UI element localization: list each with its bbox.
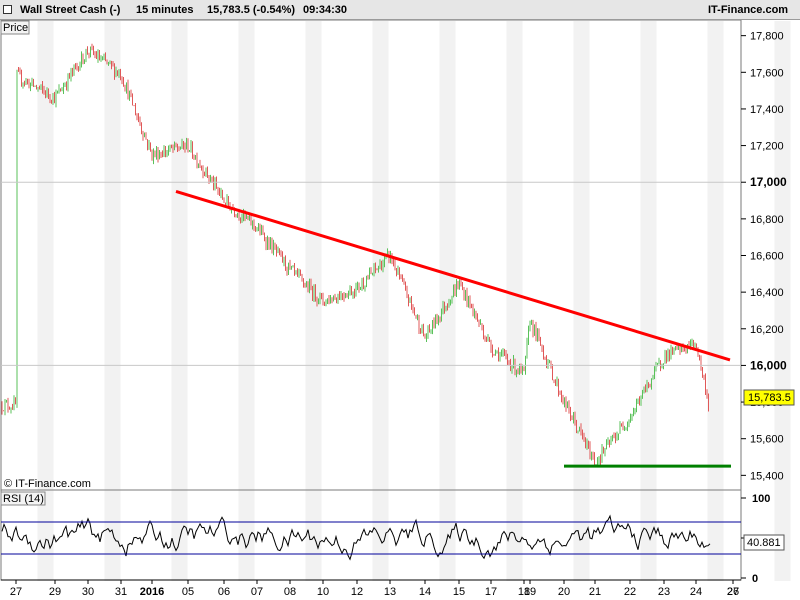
session-stripe: [171, 21, 188, 581]
ytick-label: 15,600: [750, 434, 784, 446]
rsi-panel-label: RSI (14): [3, 493, 44, 505]
ytick-label: 16,000: [750, 358, 787, 372]
ytick-label: 17,600: [750, 67, 784, 79]
session-stripe: [640, 21, 657, 581]
rsi-ytick-label: 100: [752, 493, 770, 505]
xtick-label: 14: [419, 586, 431, 598]
session-stripe: [573, 21, 590, 581]
xtick-label: 22: [624, 586, 636, 598]
xtick-label: 23: [658, 586, 670, 598]
session-stripe: [439, 21, 456, 581]
last-quote: 15,783.5 (-0.54%): [207, 4, 296, 16]
xtick-label: 31: [115, 586, 127, 598]
session-stripe: [506, 21, 523, 581]
ytick-label: 16,600: [750, 251, 784, 263]
xtick-label: 18: [518, 586, 530, 598]
xtick-label: 15: [453, 586, 465, 598]
session-stripe: [37, 21, 54, 581]
xtick-label: 30: [82, 586, 94, 598]
xtick-label: 20: [558, 586, 570, 598]
price-panel-label: Price: [3, 22, 28, 34]
rsi-value-label: 40.881: [747, 537, 781, 549]
rsi-value-tag: 40.881: [743, 534, 785, 551]
ytick-label: 17,400: [750, 104, 784, 116]
price-panel-tab[interactable]: [0, 20, 30, 35]
xtick-label: 2016: [140, 586, 164, 598]
chart-header: Wall Street Cash (-) 15 minutes 15,783.5…: [0, 0, 800, 20]
session-stripe: [372, 21, 389, 581]
rsi-ytick-label: 0: [752, 573, 758, 585]
rsi-panel-tab[interactable]: [0, 491, 46, 506]
last-price-tag: 15,783.5: [743, 389, 795, 406]
session-stripe: [104, 21, 121, 581]
xtick-label: 10: [317, 586, 329, 598]
ytick-label: 15,400: [750, 470, 784, 482]
rsi-line: [1, 514, 711, 561]
xtick-label: 06: [218, 586, 230, 598]
xtick-label: 07: [251, 586, 263, 598]
xtick-label: 24: [690, 586, 702, 598]
ytick-label: 17,200: [750, 141, 784, 153]
session-stripe: [238, 21, 255, 581]
ytick-label: 16,400: [750, 287, 784, 299]
ytick-label: 16,200: [750, 324, 784, 336]
quote-time: 09:34:30: [303, 4, 348, 16]
session-stripes: [37, 21, 791, 581]
trend-line[interactable]: [175, 189, 731, 362]
brand: IT-Finance.com: [708, 4, 789, 16]
xtick-label: 17: [485, 586, 497, 598]
xtick-label: 21: [589, 586, 601, 598]
xtick-label: 08: [284, 586, 296, 598]
instrument-name: Wall Street Cash (-): [20, 4, 121, 16]
session-stripe: [774, 21, 791, 581]
xtick-label: 13: [384, 586, 396, 598]
watermark: © IT-Finance.com: [4, 478, 91, 490]
xtick-label: 27: [727, 586, 739, 598]
last-price-label: 15,783.5: [748, 392, 791, 404]
xtick-label: 19: [524, 586, 536, 598]
timeframe[interactable]: 15 minutes: [136, 4, 194, 16]
xtick-label: 27: [10, 586, 22, 598]
xtick-label: 12: [351, 586, 363, 598]
window-menu-icon[interactable]: [3, 5, 12, 14]
ytick-label: 16,800: [750, 214, 784, 226]
session-stripe: [707, 21, 724, 581]
ytick-label: 17,800: [750, 31, 784, 43]
xtick-label: 05: [182, 586, 194, 598]
ytick-label: 17,000: [750, 175, 787, 189]
xtick-label: 26: [727, 586, 739, 598]
price-y-axis: 15,40015,60015,80016,00016,20016,40016,6…: [1, 31, 787, 482]
xtick-label: 29: [49, 586, 61, 598]
